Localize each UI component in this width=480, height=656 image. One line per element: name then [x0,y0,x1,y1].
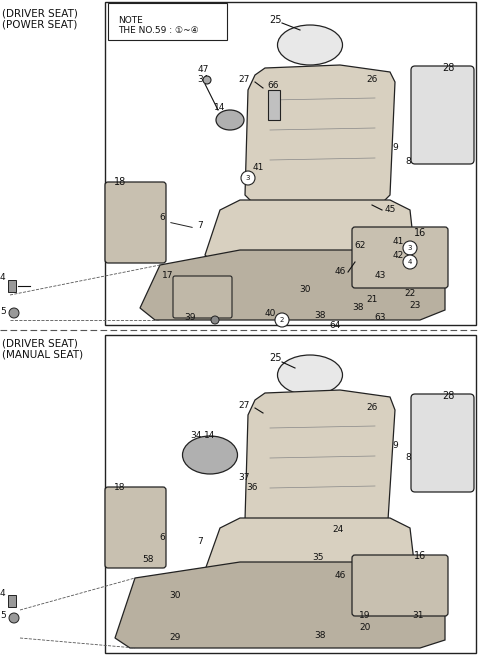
Text: 2: 2 [280,317,284,323]
Text: 19: 19 [359,611,371,619]
Text: 4: 4 [408,259,412,265]
Text: (DRIVER SEAT)
(POWER SEAT): (DRIVER SEAT) (POWER SEAT) [2,8,78,30]
Polygon shape [205,518,415,582]
Ellipse shape [182,436,238,474]
Text: 9: 9 [392,144,398,152]
Text: 41: 41 [392,237,404,247]
Text: 38: 38 [314,310,326,319]
Circle shape [9,308,19,318]
FancyBboxPatch shape [411,394,474,492]
Text: 4: 4 [0,274,6,283]
Text: 26: 26 [366,75,378,85]
Circle shape [9,613,19,623]
Text: 14: 14 [214,104,226,112]
Text: 62: 62 [354,241,366,249]
Text: NOTE
THE NO.59 : ①~④: NOTE THE NO.59 : ①~④ [118,16,199,35]
Text: 30: 30 [299,285,311,295]
Text: 24: 24 [332,525,344,535]
Text: 43: 43 [374,270,386,279]
Polygon shape [245,390,395,540]
FancyBboxPatch shape [173,276,232,318]
Text: 38: 38 [352,304,364,312]
Text: 6: 6 [159,533,165,543]
Text: 22: 22 [404,289,416,298]
Text: 25: 25 [269,15,281,25]
Text: 47: 47 [197,66,209,75]
FancyBboxPatch shape [352,227,448,288]
Circle shape [241,171,255,185]
Text: 16: 16 [414,551,426,561]
Text: 26: 26 [366,403,378,411]
Text: 6: 6 [159,213,165,222]
Text: 64: 64 [329,321,341,329]
Circle shape [211,316,219,324]
Text: 7: 7 [197,220,203,230]
Text: 7: 7 [197,537,203,546]
Circle shape [203,76,211,84]
Text: 41: 41 [252,163,264,173]
Bar [105,2,476,325]
Text: 4: 4 [0,588,6,598]
Bar [8,280,16,292]
Text: 38: 38 [314,630,326,640]
Text: 40: 40 [264,308,276,318]
Text: 46: 46 [334,268,346,276]
Text: 21: 21 [366,295,378,304]
Bar [8,595,16,607]
Text: 45: 45 [384,205,396,215]
Circle shape [275,313,289,327]
Circle shape [403,255,417,269]
Circle shape [403,241,417,255]
Polygon shape [245,65,395,215]
FancyBboxPatch shape [105,182,166,263]
Text: 17: 17 [162,270,174,279]
Ellipse shape [216,110,244,130]
FancyBboxPatch shape [108,3,227,40]
Text: 28: 28 [442,391,454,401]
Ellipse shape [277,25,343,65]
Text: 34: 34 [197,75,209,85]
Text: 63: 63 [374,314,386,323]
Ellipse shape [277,355,343,395]
Text: (DRIVER SEAT)
(MANUAL SEAT): (DRIVER SEAT) (MANUAL SEAT) [2,338,83,359]
Text: 27: 27 [238,75,250,85]
Text: 9: 9 [392,440,398,449]
Text: 16: 16 [414,228,426,238]
Text: 30: 30 [169,590,181,600]
Text: 42: 42 [392,251,404,260]
Text: 31: 31 [412,611,424,619]
Polygon shape [205,200,415,270]
Bar [105,335,476,653]
Text: 46: 46 [334,571,346,579]
FancyBboxPatch shape [352,555,448,616]
Text: 35: 35 [312,554,324,562]
Text: 3: 3 [246,175,250,181]
Text: 28: 28 [442,63,454,73]
Text: 18: 18 [114,483,126,493]
Text: 3: 3 [408,245,412,251]
FancyBboxPatch shape [411,66,474,164]
Text: 66: 66 [267,81,279,91]
Text: 5: 5 [0,306,6,316]
Text: 14: 14 [204,430,216,440]
Text: 25: 25 [269,353,281,363]
Polygon shape [140,250,445,320]
Text: 27: 27 [238,401,250,409]
Text: 39: 39 [184,314,196,323]
Text: 8: 8 [405,453,411,462]
Text: 20: 20 [360,623,371,632]
Text: 36: 36 [246,483,258,493]
Text: 34: 34 [190,430,202,440]
Text: 5: 5 [0,611,6,621]
Polygon shape [115,562,445,648]
Text: 29: 29 [169,634,180,642]
Bar [268,90,280,120]
Text: 37: 37 [238,472,250,482]
FancyBboxPatch shape [105,487,166,568]
Text: 8: 8 [405,157,411,167]
Text: 58: 58 [142,556,154,565]
Text: 18: 18 [114,177,126,187]
Text: 23: 23 [409,300,420,310]
